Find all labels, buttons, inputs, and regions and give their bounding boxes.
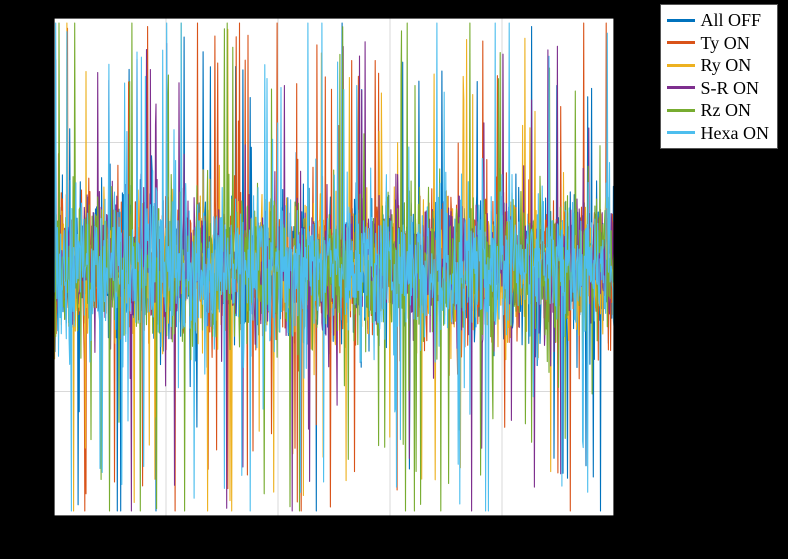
legend-item: Hexa ON bbox=[667, 122, 769, 145]
legend-item: Ry ON bbox=[667, 54, 769, 77]
legend-swatch bbox=[667, 131, 695, 134]
legend: All OFFTy ONRy ONS-R ONRz ONHexa ON bbox=[660, 4, 778, 149]
legend-label: Rz ON bbox=[701, 99, 752, 122]
legend-swatch bbox=[667, 19, 695, 22]
chart-container: All OFFTy ONRy ONS-R ONRz ONHexa ON bbox=[0, 0, 788, 559]
legend-swatch bbox=[667, 64, 695, 67]
legend-label: Hexa ON bbox=[701, 122, 769, 145]
legend-swatch bbox=[667, 41, 695, 44]
legend-item: Ty ON bbox=[667, 32, 769, 55]
legend-label: Ty ON bbox=[701, 32, 750, 55]
legend-label: Ry ON bbox=[701, 54, 752, 77]
legend-item: S-R ON bbox=[667, 77, 769, 100]
legend-label: All OFF bbox=[701, 9, 762, 32]
legend-swatch bbox=[667, 86, 695, 89]
legend-item: Rz ON bbox=[667, 99, 769, 122]
legend-label: S-R ON bbox=[701, 77, 760, 100]
legend-item: All OFF bbox=[667, 9, 769, 32]
legend-swatch bbox=[667, 109, 695, 112]
